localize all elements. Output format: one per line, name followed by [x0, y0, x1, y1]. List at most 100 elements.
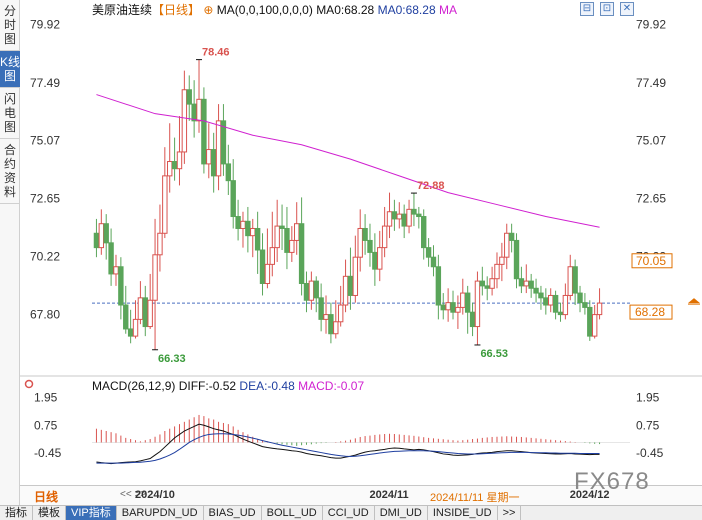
candle-body [450, 302, 456, 313]
candle-body [552, 294, 559, 313]
tab-bias[interactable]: BIAS_UD [204, 506, 262, 520]
side-tab-bar: 分时图 K线图 闪电图 合约资料 [0, 0, 20, 505]
candle-body [196, 98, 202, 122]
close-icon[interactable]: ✕ [620, 2, 634, 16]
candle-body [479, 280, 486, 287]
side-tab-lightning[interactable]: 闪电图 [0, 88, 20, 139]
candle-body [494, 263, 500, 280]
candle-body [176, 151, 183, 170]
side-tab-timeshare[interactable]: 分时图 [0, 0, 20, 51]
restore-icon[interactable]: ⊟ [580, 2, 594, 16]
macd-tick-left: 1.95 [34, 391, 58, 405]
macd-dea-value: DEA:-0.48 [239, 379, 295, 393]
candle-body [518, 278, 525, 287]
candle-body [264, 263, 271, 285]
tab-vip-indicator[interactable]: VIP指标 [66, 506, 117, 520]
tab-cci[interactable]: CCI_UD [323, 506, 375, 520]
candle-body [440, 304, 446, 311]
candle-body [357, 227, 363, 258]
candle-body [186, 89, 192, 105]
price-tick-right: 75.07 [636, 134, 666, 148]
candle-body [289, 239, 295, 253]
kline-chart-svg[interactable]: 78.46 72.88 66.33 66.53 79.92 77.49 75.07 72.6… [0, 0, 702, 485]
tab-template[interactable]: 模板 [33, 506, 66, 520]
candle-body [171, 161, 178, 170]
price-tick-right: 77.49 [636, 76, 666, 90]
candle-body [127, 328, 134, 337]
side-tab-kline[interactable]: K线图 [0, 51, 20, 88]
price-tick-right: 72.65 [636, 192, 666, 206]
candle-body [250, 227, 256, 237]
candle-body [411, 208, 417, 215]
candle-body [230, 180, 236, 218]
price-tick-left: 79.92 [30, 18, 60, 32]
candle-body [342, 275, 349, 306]
marked-price-box [631, 253, 673, 269]
ma3-value: MA [438, 3, 457, 17]
candle-body [142, 297, 148, 328]
candle-body [147, 299, 153, 328]
macd-tick-right: 0.75 [636, 418, 660, 432]
candle-body [98, 223, 105, 249]
instrument-name: 美原油连续 [92, 3, 153, 17]
chart-toolbar: ⊟ ⊡ ✕ [580, 2, 634, 16]
candle-body [513, 239, 520, 280]
candle-body [562, 294, 569, 316]
tab-more[interactable]: >> [498, 506, 522, 520]
period-label[interactable]: 【日线】 [152, 3, 201, 17]
ma-params[interactable]: MA(0,0,100,0,0,0) [216, 3, 313, 17]
candle-body [372, 251, 378, 270]
candle-body [123, 304, 129, 330]
tab-barupdn[interactable]: BARUPDN_UD [117, 506, 204, 520]
macd-name[interactable]: MACD(26,12,9) [92, 379, 176, 393]
candle-body [132, 318, 139, 337]
candle-body [572, 266, 578, 294]
candle-body [284, 227, 290, 253]
candle-body [367, 239, 373, 253]
maximize-icon[interactable]: ⊡ [600, 2, 614, 16]
candle-body [308, 280, 315, 301]
macd-tick-right: 1.95 [636, 391, 660, 405]
ma1-value: MA0:68.28 [316, 3, 375, 17]
candle-body [489, 278, 495, 289]
candle-body [152, 254, 158, 301]
candle-body [352, 256, 359, 296]
side-tab-contract-info[interactable]: 合约资料 [0, 139, 20, 204]
macd-settings-icon[interactable] [24, 379, 34, 389]
candle-body [254, 227, 261, 251]
tab-indicator[interactable]: 指标 [0, 506, 33, 520]
candle-body [347, 275, 354, 296]
candle-body [445, 302, 451, 311]
candle-body [313, 280, 319, 299]
macd-tick-left: -0.45 [34, 446, 62, 460]
scroll-arrows[interactable]: << >> [120, 489, 147, 500]
candle-body [108, 242, 114, 275]
candles [93, 59, 603, 350]
candle-body [421, 216, 427, 249]
candle-body [508, 232, 515, 241]
candle-body [533, 287, 539, 294]
price-grid [20, 302, 702, 377]
candle-body [577, 292, 583, 304]
candle-body [362, 227, 368, 241]
candle-body [396, 213, 402, 220]
add-indicator-icon[interactable]: ⊕ [203, 3, 214, 17]
tab-dmi[interactable]: DMI_UD [375, 506, 428, 520]
tab-inside[interactable]: INSIDE_UD [428, 506, 498, 520]
tab-boll[interactable]: BOLL_UD [262, 506, 323, 520]
candle-body [269, 247, 275, 265]
period-button[interactable]: 日线 [34, 490, 59, 504]
candle-body [557, 311, 564, 316]
candle-body [240, 220, 246, 229]
candle-body [259, 249, 266, 285]
candle-body [137, 297, 144, 320]
date-label-nov: 2024/11 [369, 489, 409, 501]
candle-body [484, 285, 490, 289]
candle-body [167, 161, 173, 177]
candle-body [162, 175, 168, 234]
date-label-oct: 2024/10 [135, 489, 175, 501]
candle-body [279, 225, 285, 229]
candle-body [401, 213, 407, 227]
candle-body [377, 247, 383, 270]
